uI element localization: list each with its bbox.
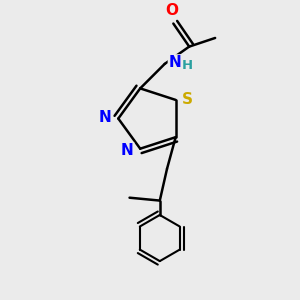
Text: H: H (182, 59, 193, 72)
Text: O: O (165, 3, 178, 18)
Text: S: S (182, 92, 193, 107)
Text: N: N (121, 142, 134, 158)
Text: N: N (99, 110, 112, 124)
Text: N: N (168, 55, 181, 70)
